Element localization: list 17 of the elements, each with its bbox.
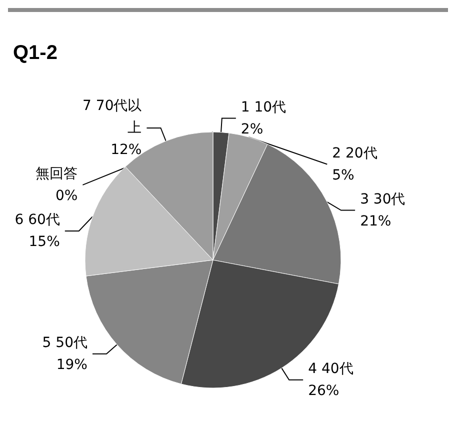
data-label: 26%: [308, 382, 340, 399]
chart-title: Q1-2: [13, 42, 58, 64]
slice-label: 4 40代: [308, 360, 354, 377]
data-label: 12%: [110, 142, 142, 158]
slice-label: 7 70代以上: [82, 98, 142, 136]
category-label: 無回答: [36, 166, 78, 182]
slice-label: 6 60代: [14, 212, 60, 228]
slice-label: 1 10代: [240, 99, 286, 116]
slice-label: 5 50代: [42, 334, 88, 351]
data-label: 21%: [360, 213, 392, 230]
data-label: 19%: [56, 356, 88, 373]
slice-label: 3 30代: [360, 191, 406, 208]
data-label: 15%: [28, 234, 60, 250]
slice-label: 2 20代: [332, 145, 378, 162]
data-label: 5%: [332, 167, 354, 184]
text: 0%: [55, 188, 78, 204]
data-label: 2%: [240, 121, 264, 138]
